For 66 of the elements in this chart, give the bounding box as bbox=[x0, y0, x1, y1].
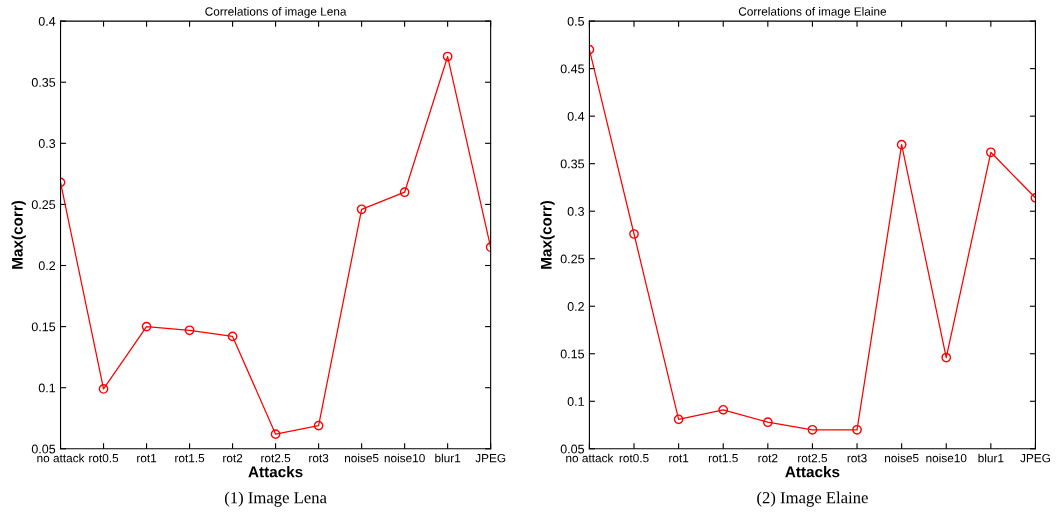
x-tick-label: rot0.5 bbox=[619, 453, 649, 463]
point bbox=[941, 352, 952, 363]
point bbox=[673, 414, 684, 425]
point bbox=[852, 424, 862, 435]
x-tick-label: blur1 bbox=[978, 453, 1004, 463]
y-axis-title: Max(corr) bbox=[11, 200, 26, 269]
y-tick-label: 0.45 bbox=[560, 64, 585, 74]
x-tick-label: rot1.5 bbox=[708, 454, 738, 463]
x-tick-label: rot1 bbox=[137, 454, 157, 463]
x-tick-label: no attack bbox=[566, 453, 614, 463]
y-tick-label: 0.4 bbox=[38, 16, 56, 26]
point bbox=[807, 424, 818, 435]
y-tick-label: 0.15 bbox=[560, 349, 585, 359]
y-tick-label: 0.1 bbox=[567, 397, 584, 406]
x-tick-label: rot2 bbox=[223, 453, 243, 463]
y-tick-label: 0.4 bbox=[567, 111, 585, 121]
x-tick-label: no attack bbox=[37, 453, 85, 463]
x-tick-label: JPEG bbox=[475, 453, 506, 463]
y-tick-label: 0.3 bbox=[567, 207, 584, 216]
y-tick-label: 0.5 bbox=[567, 16, 585, 26]
x-axis-title: Attacks bbox=[785, 466, 840, 478]
x-tick-label: noise5 bbox=[885, 453, 919, 463]
point bbox=[313, 420, 324, 431]
point bbox=[270, 429, 281, 439]
point bbox=[98, 384, 109, 394]
x-axis-title: Attacks bbox=[248, 466, 303, 478]
point bbox=[356, 204, 367, 215]
x-tick-label: JPEG bbox=[1020, 453, 1050, 463]
y-tick-label: 0.15 bbox=[31, 322, 56, 332]
y-tick-label: 0.25 bbox=[31, 200, 56, 210]
y-tick-label: 0.2 bbox=[38, 261, 56, 271]
x-tick-label: rot2 bbox=[758, 453, 778, 463]
y-tick-label: 0.25 bbox=[560, 254, 585, 264]
y-tick-label: 0.35 bbox=[560, 159, 585, 169]
point bbox=[985, 147, 996, 158]
x-tick-label: noise5 bbox=[345, 453, 379, 463]
x-tick-label: rot2.5 bbox=[261, 453, 291, 463]
point bbox=[718, 404, 729, 415]
x-tick-label: rot2.5 bbox=[798, 453, 828, 463]
point bbox=[227, 331, 238, 342]
y-tick-label: 0.35 bbox=[31, 78, 56, 87]
text: (1) Image Lena bbox=[224, 491, 327, 507]
text: (2) Image Elaine bbox=[757, 491, 868, 507]
x-tick-label: noise10 bbox=[384, 453, 425, 463]
y-tick-label: 0.1 bbox=[38, 383, 56, 393]
chart-title: Correlations of image Elaine bbox=[738, 7, 887, 19]
point bbox=[184, 325, 195, 336]
point bbox=[442, 51, 453, 62]
x-tick-label: rot1 bbox=[669, 454, 689, 463]
x-tick-label: rot1.5 bbox=[175, 454, 205, 463]
point bbox=[762, 417, 773, 428]
y-axis-title: Max(corr) bbox=[540, 200, 555, 269]
y-tick-label: 0.2 bbox=[567, 302, 584, 311]
y-tick-label: 0.05 bbox=[560, 444, 585, 454]
y-tick-label: 0.05 bbox=[31, 444, 56, 454]
point bbox=[629, 229, 639, 239]
x-tick-label: rot0.5 bbox=[89, 453, 119, 463]
chart-title: Correlations of image Lena bbox=[205, 7, 347, 19]
x-tick-label: rot3 bbox=[847, 453, 867, 463]
x-tick-label: noise10 bbox=[926, 453, 967, 463]
point bbox=[896, 139, 907, 150]
x-tick-label: rot3 bbox=[309, 453, 329, 463]
x-tick-label: blur1 bbox=[435, 453, 461, 463]
point bbox=[399, 187, 410, 198]
y-tick-label: 0.3 bbox=[38, 139, 56, 148]
point bbox=[141, 321, 152, 332]
